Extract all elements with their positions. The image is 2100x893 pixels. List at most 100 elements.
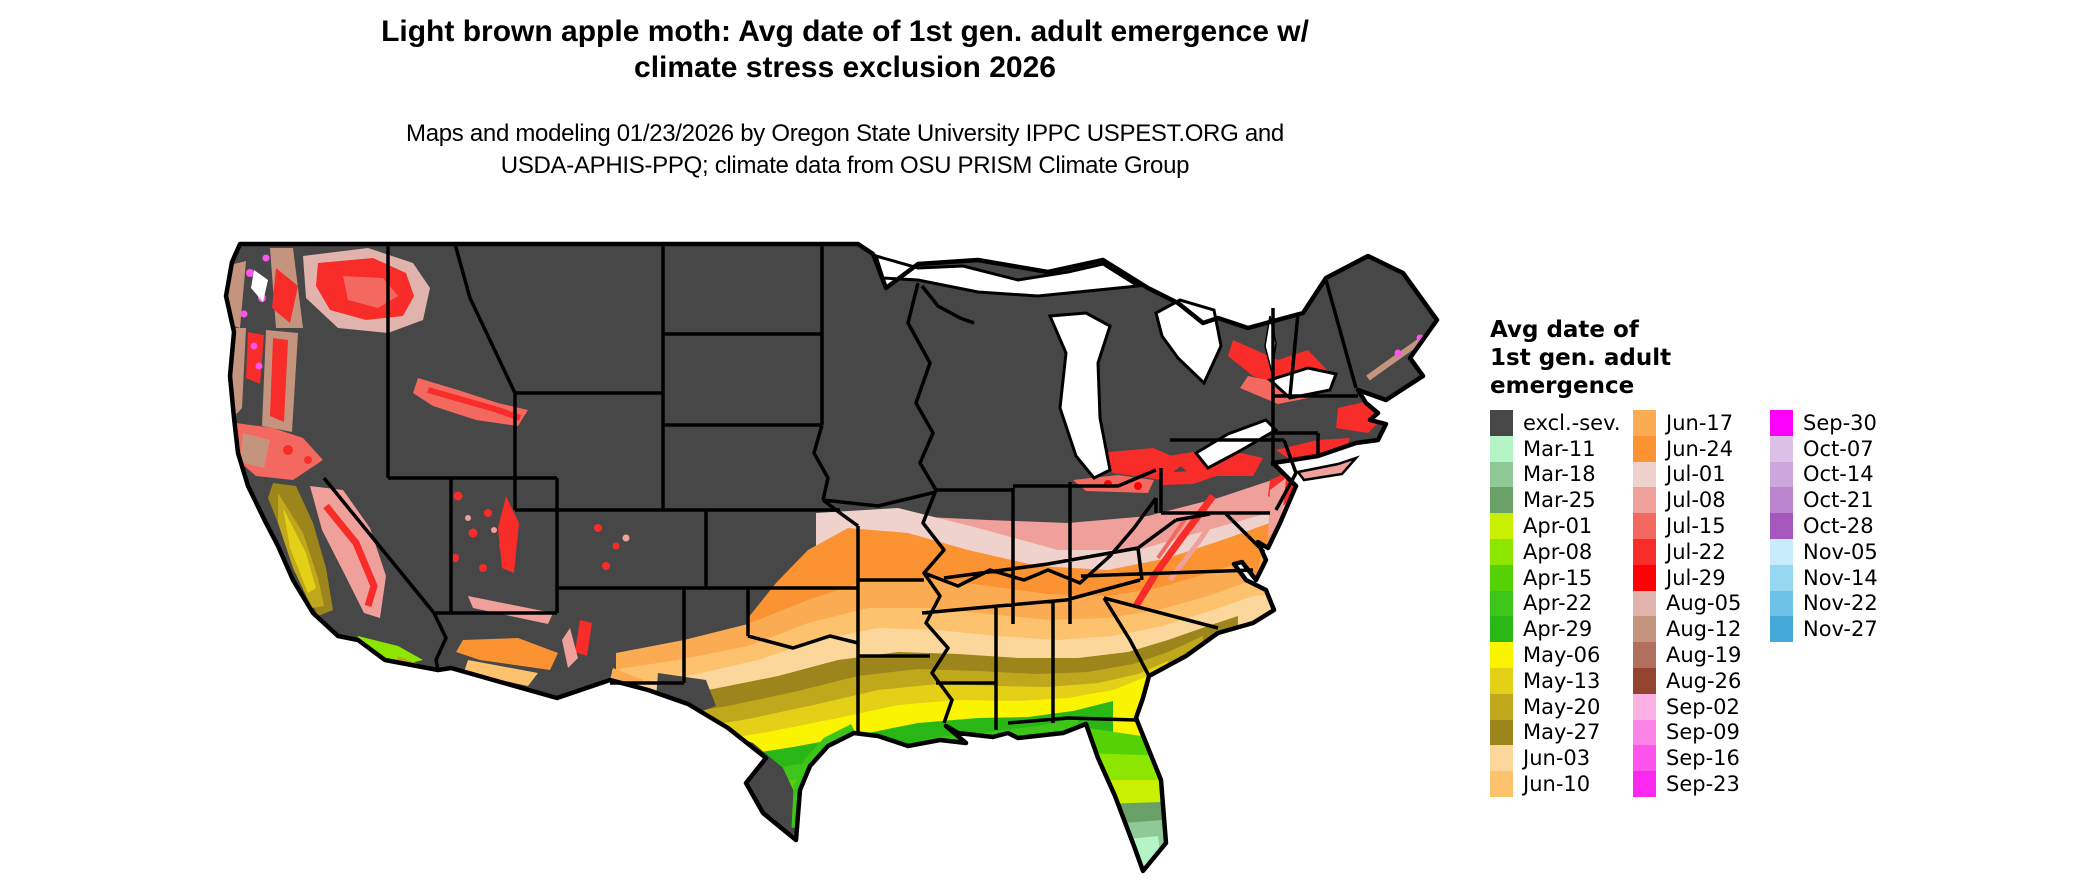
legend-label: Jul-29 <box>1666 565 1726 590</box>
legend-entry: Jul-08 <box>1633 487 1741 514</box>
legend-entry: Jul-29 <box>1633 564 1741 591</box>
legend-swatch <box>1490 667 1513 694</box>
legend-entry: Sep-23 <box>1633 771 1741 797</box>
legend-swatch <box>1770 461 1793 488</box>
legend-entry: Jun-10 <box>1490 771 1621 797</box>
legend-swatch <box>1490 564 1513 591</box>
legend-swatch <box>1770 590 1793 617</box>
legend-swatch <box>1633 771 1656 797</box>
us-map <box>218 228 1448 888</box>
legend-label: Jul-15 <box>1666 514 1726 539</box>
legend-swatch <box>1770 435 1793 462</box>
legend-entry: Aug-05 <box>1633 590 1742 617</box>
legend-swatch <box>1490 693 1513 720</box>
legend-swatch <box>1490 590 1513 617</box>
legend-swatch <box>1633 693 1656 720</box>
legend-label: Nov-22 <box>1803 591 1878 616</box>
legend-entry: Sep-02 <box>1633 693 1741 720</box>
legend-entry: Nov-05 <box>1770 538 1878 565</box>
legend-swatch <box>1490 435 1513 462</box>
legend-swatch <box>1770 410 1793 436</box>
legend-label: Apr-15 <box>1523 565 1593 590</box>
legend-entry: Mar-11 <box>1490 435 1621 462</box>
legend-title-line1: Avg date of <box>1490 317 1639 343</box>
lake-superior <box>873 253 1143 298</box>
legend-entry: Jul-22 <box>1633 538 1741 565</box>
legend-swatch <box>1490 719 1513 746</box>
legend-entry: Mar-18 <box>1490 461 1621 488</box>
legend-entry: May-06 <box>1490 642 1621 668</box>
legend-swatch <box>1633 410 1656 436</box>
us-map-svg <box>223 241 1440 874</box>
legend-swatch <box>1490 513 1513 539</box>
legend-entry: Apr-01 <box>1490 513 1621 539</box>
legend-entry: Aug-19 <box>1633 642 1741 668</box>
map-subtitle-line1: Maps and modeling 01/23/2026 by Oregon S… <box>406 120 1284 147</box>
legend-entry: Mar-25 <box>1490 487 1621 514</box>
legend-swatch <box>1633 642 1656 668</box>
legend-label: Sep-23 <box>1666 772 1740 797</box>
legend-entry: Nov-27 <box>1770 616 1878 643</box>
legend-swatch <box>1633 564 1656 591</box>
legend-swatch <box>1633 590 1656 617</box>
long-island <box>1295 455 1360 482</box>
legend-label: Jul-08 <box>1666 488 1726 513</box>
legend-title-line3: emergence <box>1490 373 1635 399</box>
legend-entry: Sep-09 <box>1633 719 1741 746</box>
legend-label: Mar-18 <box>1523 462 1596 487</box>
legend-label: Nov-14 <box>1803 565 1878 590</box>
legend-label: Nov-05 <box>1803 539 1878 564</box>
legend-column-2: Jun-17 Jun-24 Jul-01 Jul-08 Jul-15 Jul-22 Jul-… <box>1633 410 1741 797</box>
legend-column-3: Sep-30 Oct-07 Oct-14 Oct-21 Oct-28 Nov-05 Nov-… <box>1770 410 1878 643</box>
legend-swatch <box>1633 487 1656 514</box>
us-outline <box>223 241 1440 874</box>
legend-swatch <box>1633 745 1656 772</box>
legend-label: Aug-05 <box>1666 591 1742 616</box>
legend-label: Oct-28 <box>1803 514 1874 539</box>
legend-label: excl.-sev. <box>1523 410 1621 435</box>
legend-swatch <box>1490 642 1513 668</box>
legend-swatch <box>1770 513 1793 539</box>
legend-label: May-06 <box>1523 643 1601 668</box>
legend-entry: Apr-08 <box>1490 538 1621 565</box>
legend-label: Jul-22 <box>1666 539 1726 564</box>
legend-label: Apr-08 <box>1523 539 1593 564</box>
map-title-line2: climate stress exclusion 2026 <box>634 51 1056 84</box>
legend-label: Sep-09 <box>1666 720 1740 745</box>
legend-label: Sep-02 <box>1666 694 1740 719</box>
legend-title-line2: 1st gen. adult <box>1490 345 1672 371</box>
legend-label: Apr-22 <box>1523 591 1593 616</box>
legend-entry: Sep-30 <box>1770 410 1878 436</box>
legend-swatch <box>1633 616 1656 643</box>
legend-label: Aug-19 <box>1666 643 1742 668</box>
legend-label: Aug-12 <box>1666 617 1742 642</box>
legend-entry: Aug-12 <box>1633 616 1742 643</box>
map-title-line1: Light brown apple moth: Avg date of 1st … <box>381 15 1309 48</box>
legend-label: Jun-24 <box>1666 436 1734 461</box>
legend-label: Aug-26 <box>1666 668 1742 693</box>
legend-swatch <box>1770 616 1793 643</box>
legend-label: May-20 <box>1523 694 1601 719</box>
legend-entry: excl.-sev. <box>1490 410 1621 436</box>
map-title: Light brown apple moth: Avg date of 1st … <box>0 14 1690 86</box>
legend-entry: Aug-26 <box>1633 667 1742 694</box>
legend-entry: Apr-22 <box>1490 590 1621 617</box>
legend-label: Oct-07 <box>1803 436 1874 461</box>
legend: Avg date of 1st gen. adult emergence exc… <box>1490 316 2090 810</box>
legend-label: Apr-01 <box>1523 514 1593 539</box>
legend-swatch <box>1490 771 1513 797</box>
lake-michigan <box>1047 311 1112 480</box>
legend-entry: Jul-15 <box>1633 513 1741 539</box>
lake-erie <box>1193 418 1279 470</box>
legend-swatch <box>1490 616 1513 643</box>
legend-entry: Nov-14 <box>1770 564 1878 591</box>
legend-swatch <box>1490 538 1513 565</box>
legend-label: Jun-03 <box>1523 746 1591 771</box>
legend-entry: May-20 <box>1490 693 1621 720</box>
legend-swatch <box>1770 538 1793 565</box>
legend-label: Jun-10 <box>1523 772 1591 797</box>
legend-label: May-13 <box>1523 668 1601 693</box>
legend-label: Mar-11 <box>1523 436 1596 461</box>
legend-label: Oct-21 <box>1803 488 1874 513</box>
